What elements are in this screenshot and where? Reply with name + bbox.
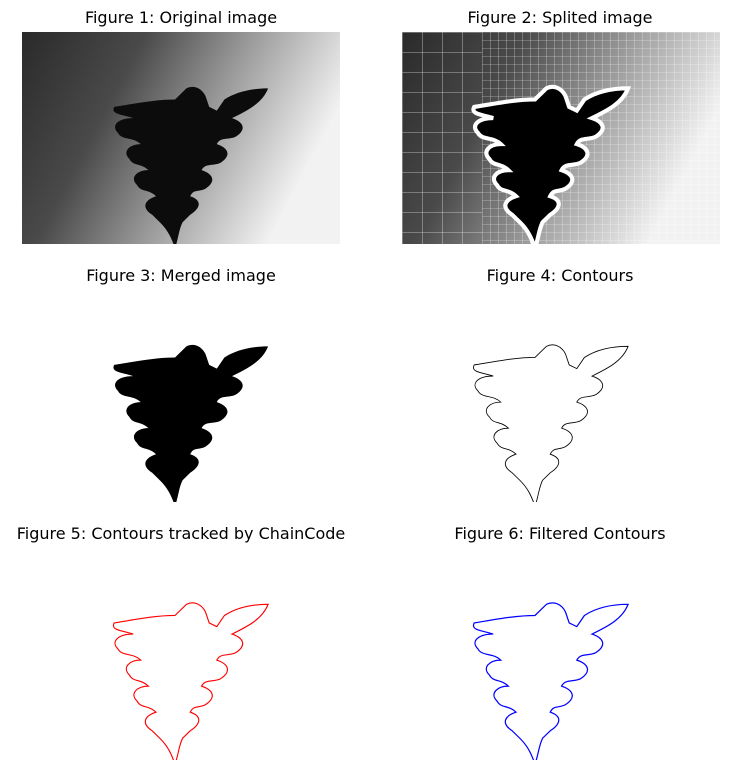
figure-2-split-image [402,32,720,244]
figure-6-panel: Figure 6: Filtered Contours [400,516,720,766]
figure-5-title: Figure 5: Contours tracked by ChainCode [16,524,346,543]
figure-2-panel: Figure 2: Splited image [400,0,720,250]
figure-4-title: Figure 4: Contours [486,266,634,285]
figure-5-panel: Figure 5: Contours tracked by ChainCode [0,516,362,766]
figure-5-chaincode-contours [112,601,270,760]
figure-4-contours [472,343,630,502]
figure-1-panel: Figure 1: Original image [22,0,340,250]
figure-3-panel: Figure 3: Merged image [22,258,340,508]
figure-3-title: Figure 3: Merged image [86,266,276,285]
figure-4-panel: Figure 4: Contours [400,258,720,508]
figure-1-original-image [22,32,340,244]
figure-2-title: Figure 2: Splited image [467,8,653,27]
figure-6-filtered-contours [472,601,630,760]
figure-6-title: Figure 6: Filtered Contours [454,524,666,543]
figure-1-title: Figure 1: Original image [84,8,278,27]
figure-3-merged-image [113,344,269,502]
